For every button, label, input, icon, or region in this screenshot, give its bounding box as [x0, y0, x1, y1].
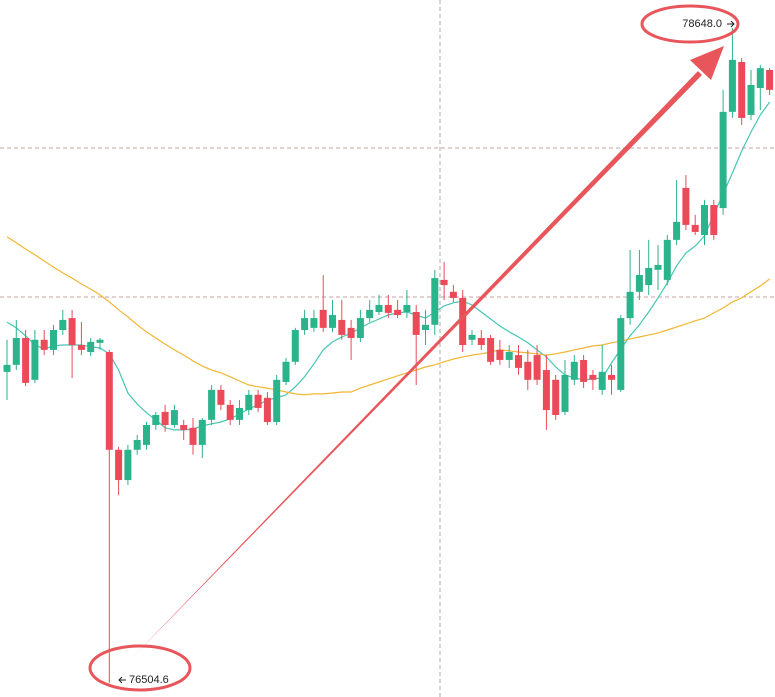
candle-body	[719, 111, 727, 209]
candle-body	[626, 291, 634, 319]
candle-body	[673, 221, 681, 240]
candle-body	[766, 69, 774, 90]
candle-body	[263, 397, 271, 422]
candle-body	[226, 404, 234, 420]
candle-body	[291, 330, 299, 362]
candle-body	[533, 355, 541, 380]
candle-body	[273, 379, 281, 422]
candle-body	[701, 205, 708, 235]
candle-body	[728, 59, 736, 112]
candle-body	[319, 309, 327, 328]
highlight-ellipse	[88, 644, 192, 692]
candle-body	[515, 355, 522, 368]
candle-body	[552, 379, 560, 415]
candle-body	[747, 84, 755, 115]
candle-body	[282, 361, 290, 382]
candle-body	[40, 339, 48, 350]
candle-body	[756, 68, 764, 89]
candle-body	[338, 319, 346, 335]
candle-body	[87, 341, 95, 353]
candle-body	[561, 374, 569, 412]
moving-average-line	[6, 236, 770, 396]
candle-body	[208, 389, 216, 420]
candle-body	[375, 304, 383, 312]
candle-body	[635, 275, 643, 292]
candle-body	[59, 319, 67, 331]
min-price-label: 76504.6	[129, 674, 169, 686]
candle-body	[384, 304, 392, 313]
candle-body	[77, 344, 85, 350]
candle-body	[394, 309, 402, 316]
candle-body	[170, 410, 178, 426]
candle-body	[403, 304, 411, 312]
candle-body	[449, 291, 457, 298]
candle-body	[105, 352, 113, 450]
candle-body	[691, 224, 699, 232]
candle-body	[301, 318, 309, 331]
candle-body	[254, 394, 262, 408]
candle-body	[198, 419, 206, 445]
candle-body	[431, 278, 439, 325]
candle-body	[422, 324, 429, 331]
candle-body	[180, 425, 188, 430]
candle-body	[524, 361, 532, 380]
candle-body	[487, 337, 495, 362]
candle-body	[617, 318, 625, 390]
candle-body	[217, 389, 225, 405]
candle-body	[645, 267, 653, 286]
candle-body	[477, 337, 485, 345]
candle-body	[542, 370, 550, 411]
candle-body	[236, 407, 243, 420]
arrow-icon	[727, 20, 735, 28]
candle-body	[570, 361, 578, 380]
candle-body	[124, 449, 132, 481]
candle-body	[133, 440, 141, 450]
candle-body	[152, 414, 160, 426]
candle-body	[654, 264, 662, 270]
candle-body	[412, 311, 420, 335]
candle-body	[50, 330, 57, 350]
max-price-label: 78648.0	[682, 18, 722, 30]
candle-body	[68, 318, 76, 345]
candle-body	[682, 187, 690, 225]
highlight-ellipse	[640, 4, 740, 44]
candle-body	[580, 359, 588, 382]
candle-body	[143, 425, 150, 445]
candle-body	[738, 62, 746, 118]
candle-body	[505, 352, 513, 360]
candle-body	[329, 315, 336, 328]
candle-body	[189, 427, 197, 445]
candle-body	[356, 318, 364, 338]
candle-body	[440, 279, 448, 286]
plot-area	[3, 28, 774, 684]
candle-body	[459, 297, 467, 345]
candle-body	[608, 374, 615, 380]
arrow-icon	[118, 676, 126, 684]
trend-arrow-head	[690, 46, 724, 80]
candle-body	[245, 394, 253, 411]
candle-body	[31, 339, 39, 380]
candle-body	[12, 337, 20, 365]
candle-body	[115, 449, 123, 481]
candle-body	[663, 239, 671, 280]
candle-body	[710, 205, 718, 235]
candle-body	[598, 371, 606, 390]
trend-arrow-shaft	[132, 71, 702, 658]
candle-body	[496, 349, 504, 360]
candle-body	[347, 327, 355, 338]
candle-body	[161, 411, 169, 426]
candle-body	[589, 374, 597, 380]
candle-body	[3, 364, 11, 372]
candle-body	[22, 337, 30, 383]
candle-body	[310, 318, 318, 328]
candle-body	[366, 309, 374, 319]
candle-body	[468, 334, 476, 340]
candle-body	[96, 339, 104, 343]
